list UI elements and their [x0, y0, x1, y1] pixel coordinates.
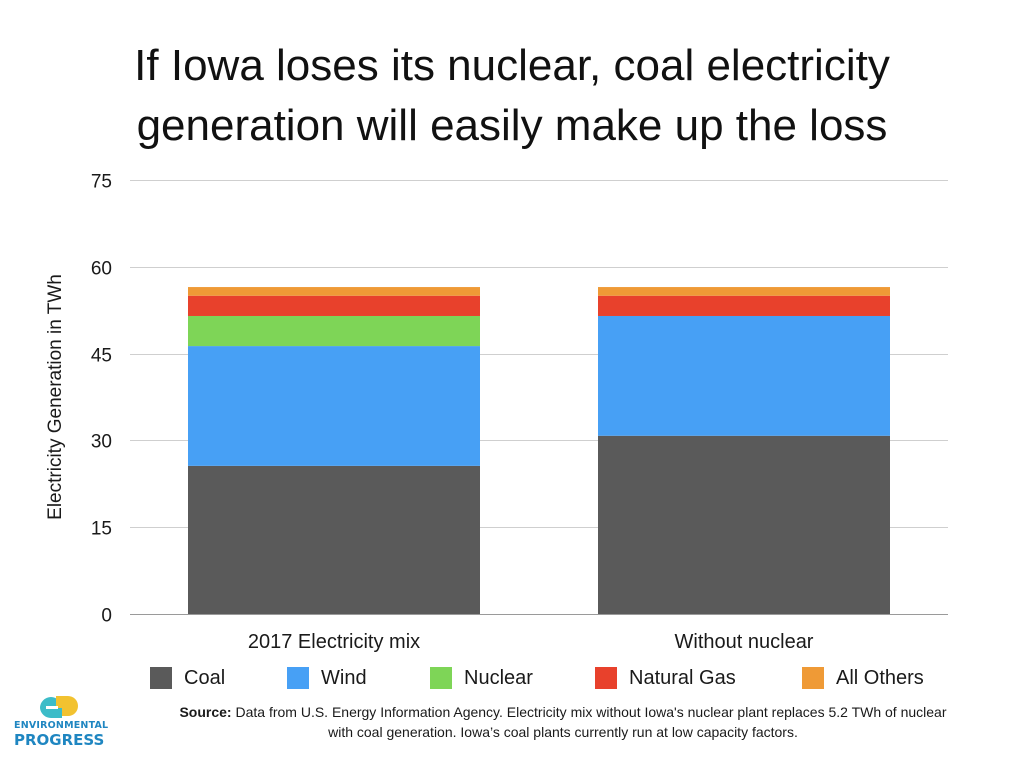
chart-title-line-1: If Iowa loses its nuclear, coal electric…: [134, 41, 890, 90]
bar-segment-nuclear: [188, 315, 480, 347]
legend-label: Nuclear: [464, 666, 533, 689]
legend-swatch: [430, 667, 452, 689]
legend-item-all-others: All Others: [802, 666, 924, 690]
legend-label: Natural Gas: [629, 666, 736, 689]
legend-label: Coal: [184, 666, 226, 689]
bar-segment-all-others: [188, 287, 480, 296]
source-text-line-1: Data from U.S. Energy Information Agency…: [235, 704, 947, 720]
bar-segment-natural-gas: [598, 295, 890, 316]
y-tick-label: 75: [91, 172, 112, 193]
legend-swatch: [595, 667, 617, 689]
bar-segment-wind: [188, 346, 480, 466]
x-axis-category-labels: 2017 Electricity mix Without nuclear: [248, 631, 814, 653]
x-category-label: Without nuclear: [675, 631, 814, 653]
environmental-progress-logo: ENVIRONMENTAL PROGRESS: [14, 694, 109, 754]
logo-text-progress: PROGRESS: [14, 731, 105, 749]
y-axis-label: Electricity Generation in TWh: [45, 274, 66, 520]
legend-swatch: [150, 667, 172, 689]
source-note: Source: Data from U.S. Energy Informatio…: [118, 702, 1008, 742]
legend-label: Wind: [321, 666, 367, 689]
legend-swatch: [287, 667, 309, 689]
y-tick-label: 30: [91, 432, 112, 453]
bar-segment-coal: [188, 465, 480, 614]
bar-segment-all-others: [598, 287, 890, 296]
y-tick-label: 0: [101, 606, 112, 627]
source-text-line-2: with coal generation. Iowa’s coal plants…: [328, 724, 798, 740]
y-tick-label: 45: [91, 346, 112, 367]
legend-item-coal: Coal: [150, 666, 225, 690]
source-label: Source:: [179, 704, 232, 720]
legend-swatch: [802, 667, 824, 689]
legend-item-wind: Wind: [287, 666, 367, 690]
legend-item-natural-gas: Natural Gas: [595, 666, 736, 690]
legend: Coal Wind Nuclear Natural Gas All Others: [150, 666, 950, 690]
logo-mark-icon: [40, 696, 78, 719]
y-axis-ticks: 0 15 30 45 60 75: [91, 172, 112, 627]
bars: [188, 287, 890, 614]
y-tick-label: 60: [91, 259, 112, 280]
legend-item-nuclear: Nuclear: [430, 666, 533, 690]
bar-segment-coal: [598, 435, 890, 614]
chart-title: If Iowa loses its nuclear, coal electric…: [0, 36, 1024, 156]
x-category-label: 2017 Electricity mix: [248, 631, 420, 653]
legend-label: All Others: [836, 666, 924, 689]
bar-segment-wind: [598, 315, 890, 436]
bar-segment-natural-gas: [188, 295, 480, 316]
logo-text-environmental: ENVIRONMENTAL: [14, 720, 109, 731]
chart-title-line-2: generation will easily make up the loss: [136, 101, 888, 150]
y-tick-label: 15: [91, 519, 112, 540]
